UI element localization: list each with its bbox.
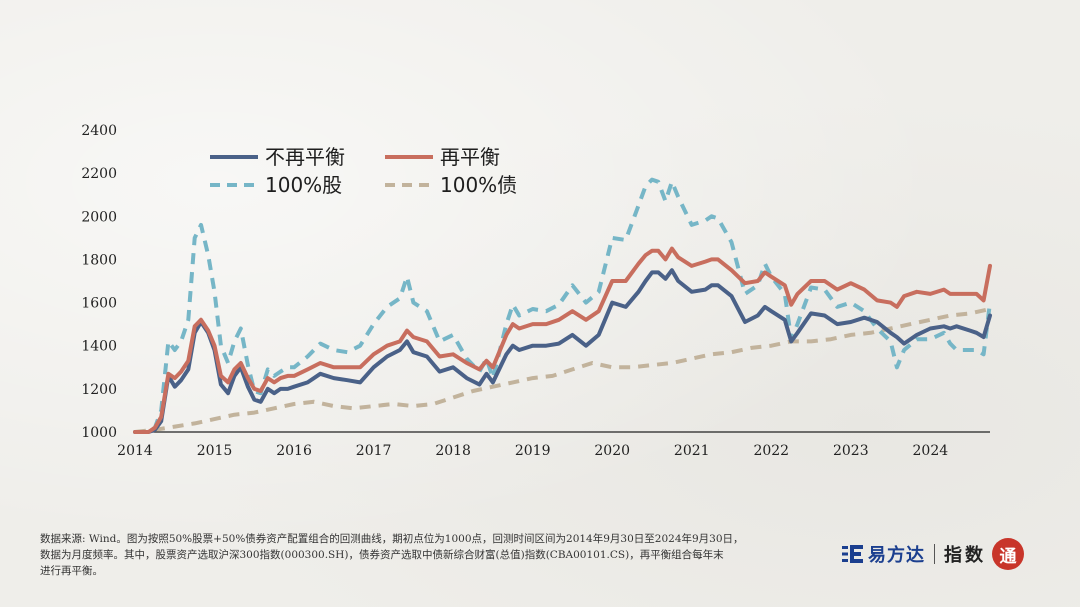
x-tick-label-2019: 2019 <box>515 443 551 459</box>
y-tick-label-1800: 1800 <box>81 252 117 268</box>
brand-separator <box>934 544 935 564</box>
y-tick-label-2000: 2000 <box>81 209 117 225</box>
y-axis: 1000 1200 1400 1600 1800 2000 2200 2400 <box>81 123 117 441</box>
footnote: 数据来源: Wind。图为按照50%股票+50%债券资产配置组合的回测曲线，期初… <box>40 531 820 579</box>
x-tick-label-2016: 2016 <box>276 443 312 459</box>
x-tick-label-2023: 2023 <box>833 443 869 459</box>
legend-label-3: 100%债 <box>440 173 517 197</box>
x-tick-label-2015: 2015 <box>197 443 233 459</box>
y-tick-label-1600: 1600 <box>81 296 117 312</box>
series-line-2 <box>135 177 992 434</box>
y-tick-label-1400: 1400 <box>81 339 117 355</box>
series-layer <box>133 177 992 434</box>
x-tick-label-2024: 2024 <box>913 443 949 459</box>
x-tick-label-2017: 2017 <box>356 443 392 459</box>
legend: 不再平衡 再平衡 100%股 100%债 <box>210 145 517 197</box>
legend-label-0: 不再平衡 <box>265 145 345 169</box>
footnote-line-3: 进行再平衡。 <box>40 565 103 577</box>
brand-subtitle: 指数 <box>944 545 986 566</box>
y-tick-label-2400: 2400 <box>81 123 117 139</box>
x-tick-label-2020: 2020 <box>594 443 630 459</box>
x-axis: 2014 2015 2016 2017 2018 2019 2020 2021 2022 2023… <box>117 431 990 459</box>
x-tick-label-2021: 2021 <box>674 443 710 459</box>
legend-label-2: 100%股 <box>265 173 342 197</box>
y-tick-label-1200: 1200 <box>81 382 117 398</box>
x-tick-label-2018: 2018 <box>435 443 471 459</box>
brand-name: 易方达 <box>868 545 925 566</box>
series-line-1 <box>133 246 992 434</box>
footnote-line-2: 数据为月度频率。其中，股票资产选取沪深300指数(000300.SH)，债券资产… <box>40 549 724 561</box>
y-tick-label-1000: 1000 <box>81 425 117 441</box>
series-line-3 <box>134 307 991 434</box>
footnote-line-1: 数据来源: Wind。图为按照50%股票+50%债券资产配置组合的回测曲线，期初… <box>40 533 744 545</box>
efund-logo-icon <box>842 545 863 563</box>
brand-seal: 通 <box>992 538 1024 570</box>
x-tick-label-2022: 2022 <box>753 443 789 459</box>
x-tick-label-2014: 2014 <box>117 443 153 459</box>
series-line-0 <box>133 268 992 434</box>
brand-logo: 易方达 指数 通 <box>842 537 1024 571</box>
y-tick-label-2200: 2200 <box>81 166 117 182</box>
legend-label-1: 再平衡 <box>440 145 500 169</box>
